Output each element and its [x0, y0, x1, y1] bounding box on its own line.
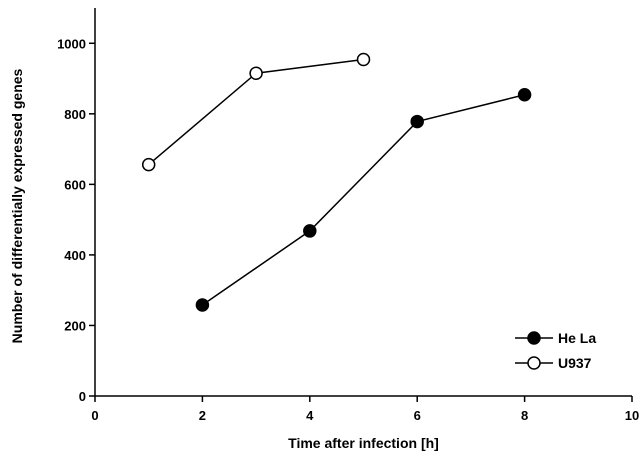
y-tick-label: 400 [64, 248, 86, 263]
data-point-hela [303, 224, 317, 238]
x-ticks: 0 2 4 6 8 10 [91, 396, 639, 423]
x-tick-label: 0 [91, 408, 98, 423]
legend-item-u937: U937 [515, 355, 592, 371]
x-tick-label: 6 [414, 408, 421, 423]
data-point-u937 [356, 52, 371, 67]
legend-marker-hela [527, 331, 541, 345]
data-point-u937 [141, 157, 156, 172]
x-tick-label: 4 [306, 408, 314, 423]
legend-item-hela: He La [515, 330, 596, 346]
data-point-hela [410, 114, 424, 129]
x-tick-label: 10 [625, 408, 639, 423]
y-tick-label: 200 [64, 318, 86, 333]
y-tick-label: 800 [64, 107, 86, 122]
x-tick-label: 2 [199, 408, 206, 423]
x-tick-label: 8 [521, 408, 528, 423]
legend-label-hela: He La [558, 330, 596, 346]
y-tick-label: 600 [64, 177, 86, 192]
data-point-u937 [249, 66, 263, 81]
legend: He La U937 [515, 330, 596, 371]
x-axis-title: Time after infection [h] [288, 435, 439, 451]
data-point-hela [195, 298, 210, 312]
y-ticks: 0 200 400 600 800 1000 [57, 36, 95, 404]
plot-area: 0 2 4 6 8 10 0 200 400 600 800 1000 [57, 8, 639, 423]
y-tick-label: 1000 [57, 36, 86, 51]
series-layer [141, 52, 532, 312]
data-point-hela [517, 88, 532, 102]
legend-label-u937: U937 [558, 355, 592, 371]
legend-marker-u937 [527, 356, 541, 370]
y-tick-label: 0 [79, 389, 86, 404]
series-line-hela [201, 94, 525, 306]
y-axis-title: Number of differentially expressed genes [9, 68, 25, 343]
